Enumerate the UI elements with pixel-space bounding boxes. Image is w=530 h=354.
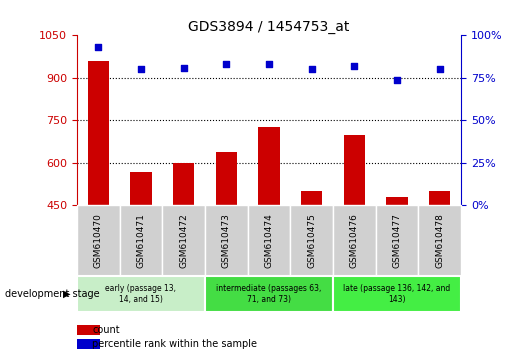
Bar (77, 276, 205, 312)
Point (265, 62, 273, 67)
Point (179, 65, 188, 70)
Point (393, 77, 401, 82)
Bar (376, 205, 418, 276)
Text: GSM610477: GSM610477 (393, 213, 402, 268)
Bar (343, 135, 365, 333)
Text: GSM610470: GSM610470 (94, 213, 103, 268)
Bar (87, 61, 109, 333)
Bar (77, 205, 120, 276)
Text: GSM610476: GSM610476 (350, 213, 359, 268)
Text: GSM610473: GSM610473 (222, 213, 231, 268)
Text: percentile rank within the sample: percentile rank within the sample (92, 339, 257, 349)
Point (137, 67, 145, 72)
Bar (120, 205, 162, 276)
Bar (258, 127, 280, 333)
Bar (386, 197, 408, 333)
Text: intermediate (passages 63,
71, and 73): intermediate (passages 63, 71, and 73) (216, 284, 322, 303)
Bar (205, 205, 248, 276)
Bar (333, 276, 461, 312)
Bar (205, 276, 333, 312)
Bar (248, 205, 290, 276)
Bar (418, 205, 461, 276)
Text: GSM610478: GSM610478 (435, 213, 444, 268)
Bar (429, 191, 450, 333)
Bar (162, 205, 205, 276)
Point (350, 63, 359, 69)
Bar (216, 152, 237, 333)
Bar (333, 205, 376, 276)
Bar (130, 172, 152, 333)
Title: GDS3894 / 1454753_at: GDS3894 / 1454753_at (188, 21, 350, 34)
Text: count: count (92, 325, 120, 335)
Text: GSM610474: GSM610474 (264, 213, 273, 268)
Text: GSM610471: GSM610471 (136, 213, 145, 268)
Bar (301, 191, 322, 333)
Bar (77, 325, 100, 335)
Text: development stage: development stage (5, 289, 100, 299)
Text: late (passage 136, 142, and
143): late (passage 136, 142, and 143) (343, 284, 450, 303)
Text: GSM610472: GSM610472 (179, 213, 188, 268)
Point (436, 67, 444, 72)
Text: ▶: ▶ (63, 289, 70, 299)
Point (94, 45, 102, 50)
Point (222, 62, 231, 67)
Text: GSM610475: GSM610475 (307, 213, 316, 268)
Text: early (passage 13,
14, and 15): early (passage 13, 14, and 15) (105, 284, 176, 303)
Bar (173, 164, 195, 333)
Bar (290, 205, 333, 276)
Bar (77, 339, 100, 349)
Point (307, 67, 316, 72)
